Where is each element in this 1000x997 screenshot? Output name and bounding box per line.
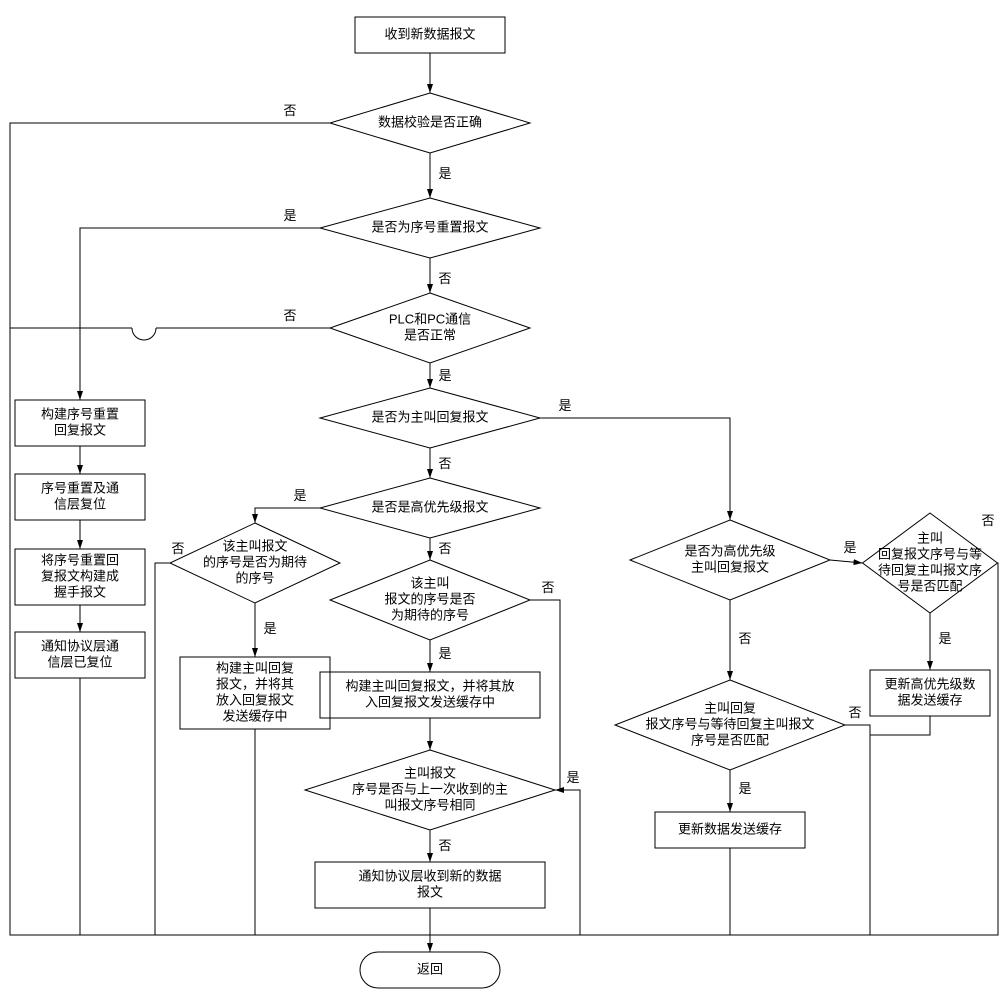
- svg-text:否: 否: [171, 541, 184, 556]
- flowchart: 收到新数据报文数据校验是否正确是否为序号重置报文 PLC和PC通信是否正常构建序号…: [0, 0, 1000, 997]
- node-text: 该主叫: [410, 575, 449, 590]
- node-text: 主叫回复报文: [691, 559, 769, 574]
- svg-text:是: 是: [438, 166, 451, 181]
- node-text: 序号是否匹配: [691, 732, 769, 747]
- node-start: 收到新数据报文: [355, 17, 505, 53]
- node-text: 报文: [417, 884, 443, 899]
- node-text: 报文，并将其: [216, 676, 294, 691]
- node-d_exp_seq_lo: 该主叫报文的序号是否为期待的序号: [330, 560, 530, 640]
- node-d_hi_master_reply: 是否为高优先级主叫回复报文: [630, 520, 830, 600]
- node-text: 的序号是否为期待: [203, 554, 307, 569]
- node-text: 构建序号重置: [41, 406, 119, 421]
- node-text: 主叫回复: [704, 700, 756, 715]
- svg-text:否: 否: [438, 271, 451, 286]
- node-text: 待回复主叫报文序: [878, 562, 982, 577]
- node-p_update_cache: 更新数据发送缓存: [655, 812, 805, 848]
- node-p_build_reply_hi: 构建主叫回复报文，并将其放入回复报文发送缓存中: [180, 657, 330, 729]
- svg-text:是: 是: [438, 646, 451, 661]
- node-text: 信层已复位: [47, 654, 112, 669]
- node-d_exp_seq_hi: 该主叫报文的序号是否为期待的序号: [170, 523, 340, 603]
- node-text: 入回复报文发送缓存中: [365, 694, 495, 709]
- node-text: 复报文构建成: [41, 568, 119, 583]
- node-d_plc: PLC和PC通信是否正常: [330, 293, 530, 363]
- node-text: 序号是否与上一次收到的主: [352, 781, 508, 796]
- node-text: 构建主叫回复: [216, 660, 294, 675]
- node-text: 是否为主叫回复报文: [371, 409, 488, 424]
- node-text: PLC和PC通信: [389, 311, 471, 326]
- node-d_master_reply: 是否为主叫回复报文: [320, 388, 540, 448]
- svg-text:是: 是: [566, 770, 579, 785]
- node-text: 报文的序号是否: [384, 591, 475, 606]
- node-p_build_reply_lo: 构建主叫回复报文，并将其放入回复报文发送缓存中: [320, 672, 540, 718]
- svg-text:否: 否: [541, 580, 554, 595]
- node-text: 的序号: [235, 570, 274, 585]
- node-text: 握手报文: [54, 584, 106, 599]
- svg-text:否: 否: [981, 513, 994, 528]
- node-text: 将序号重置回: [41, 552, 119, 567]
- node-d_match_hi: 主叫回复报文序号与等待回复主叫报文序号是否匹配: [863, 513, 998, 613]
- svg-text:否: 否: [283, 103, 296, 118]
- node-return: 返回: [360, 952, 500, 988]
- node-p_notify_new: 通知协议层收到新的数据报文: [315, 862, 545, 908]
- node-text: 主叫: [917, 530, 943, 545]
- node-text: 放入回复报文: [216, 692, 294, 707]
- node-text: 是否为序号重置报文: [371, 219, 488, 234]
- node-p_update_hi_cache: 更新高优先级数据发送缓存: [870, 670, 990, 716]
- node-p_notify_reset: 通知协议层通信层已复位: [15, 632, 145, 678]
- svg-text:是: 是: [738, 781, 751, 796]
- node-text: 发送缓存中: [222, 708, 287, 723]
- node-text: 是否是高优先级报文: [371, 499, 488, 514]
- node-d_reset: 是否为序号重置报文: [320, 198, 540, 258]
- node-d_same_as_prev: 主叫报文序号是否与上一次收到的主叫报文序号相同: [305, 750, 555, 830]
- node-text: 是否正常: [404, 327, 456, 342]
- node-text: 构建主叫回复报文，并将其放: [345, 678, 514, 693]
- svg-text:否: 否: [848, 705, 861, 720]
- node-text: 数据校验是否正确: [378, 114, 482, 129]
- node-text: 主叫报文: [404, 765, 456, 780]
- svg-text:是: 是: [558, 398, 571, 413]
- node-text: 通知协议层收到新的数据: [358, 868, 501, 883]
- node-text: 收到新数据报文: [384, 26, 475, 41]
- svg-text:是: 是: [283, 208, 296, 223]
- node-text: 该主叫报文: [222, 538, 287, 553]
- svg-text:是: 是: [938, 631, 951, 646]
- node-text: 更新高优先级数: [884, 676, 975, 691]
- node-text: 信层复位: [54, 496, 106, 511]
- svg-text:否: 否: [738, 631, 751, 646]
- svg-text:否: 否: [438, 541, 451, 556]
- svg-text:是: 是: [843, 540, 856, 555]
- node-text: 回复报文: [54, 422, 106, 437]
- svg-text:是: 是: [263, 621, 276, 636]
- node-text: 返回: [417, 961, 443, 976]
- node-p_reset_comm: 序号重置及通信层复位: [15, 474, 145, 520]
- node-d_high_pri: 是否是高优先级报文: [320, 478, 540, 538]
- node-text: 为期待的序号: [391, 607, 469, 622]
- node-text: 叫报文序号相同: [384, 797, 475, 812]
- node-text: 号是否匹配: [897, 578, 962, 593]
- node-text: 更新数据发送缓存: [678, 821, 782, 836]
- node-text: 报文序号与等待回复主叫报文: [645, 716, 814, 731]
- node-text: 是否为高优先级: [684, 543, 775, 558]
- node-d_check: 数据校验是否正确: [330, 93, 530, 153]
- svg-text:否: 否: [283, 308, 296, 323]
- node-text: 回复报文序号与等: [878, 546, 982, 561]
- node-p_build_reset: 构建序号重置回复报文: [15, 400, 145, 446]
- node-p_handshake: 将序号重置回复报文构建成握手报文: [15, 549, 145, 605]
- node-text: 据发送缓存: [897, 692, 962, 707]
- node-text: 通知协议层通: [41, 638, 119, 653]
- node-d_match_lo: 主叫回复报文序号与等待回复主叫报文序号是否匹配: [615, 680, 845, 770]
- svg-text:是: 是: [438, 368, 451, 383]
- node-text: 序号重置及通: [41, 480, 119, 495]
- svg-text:是: 是: [293, 488, 306, 503]
- svg-text:否: 否: [438, 838, 451, 853]
- svg-text:否: 否: [438, 456, 451, 471]
